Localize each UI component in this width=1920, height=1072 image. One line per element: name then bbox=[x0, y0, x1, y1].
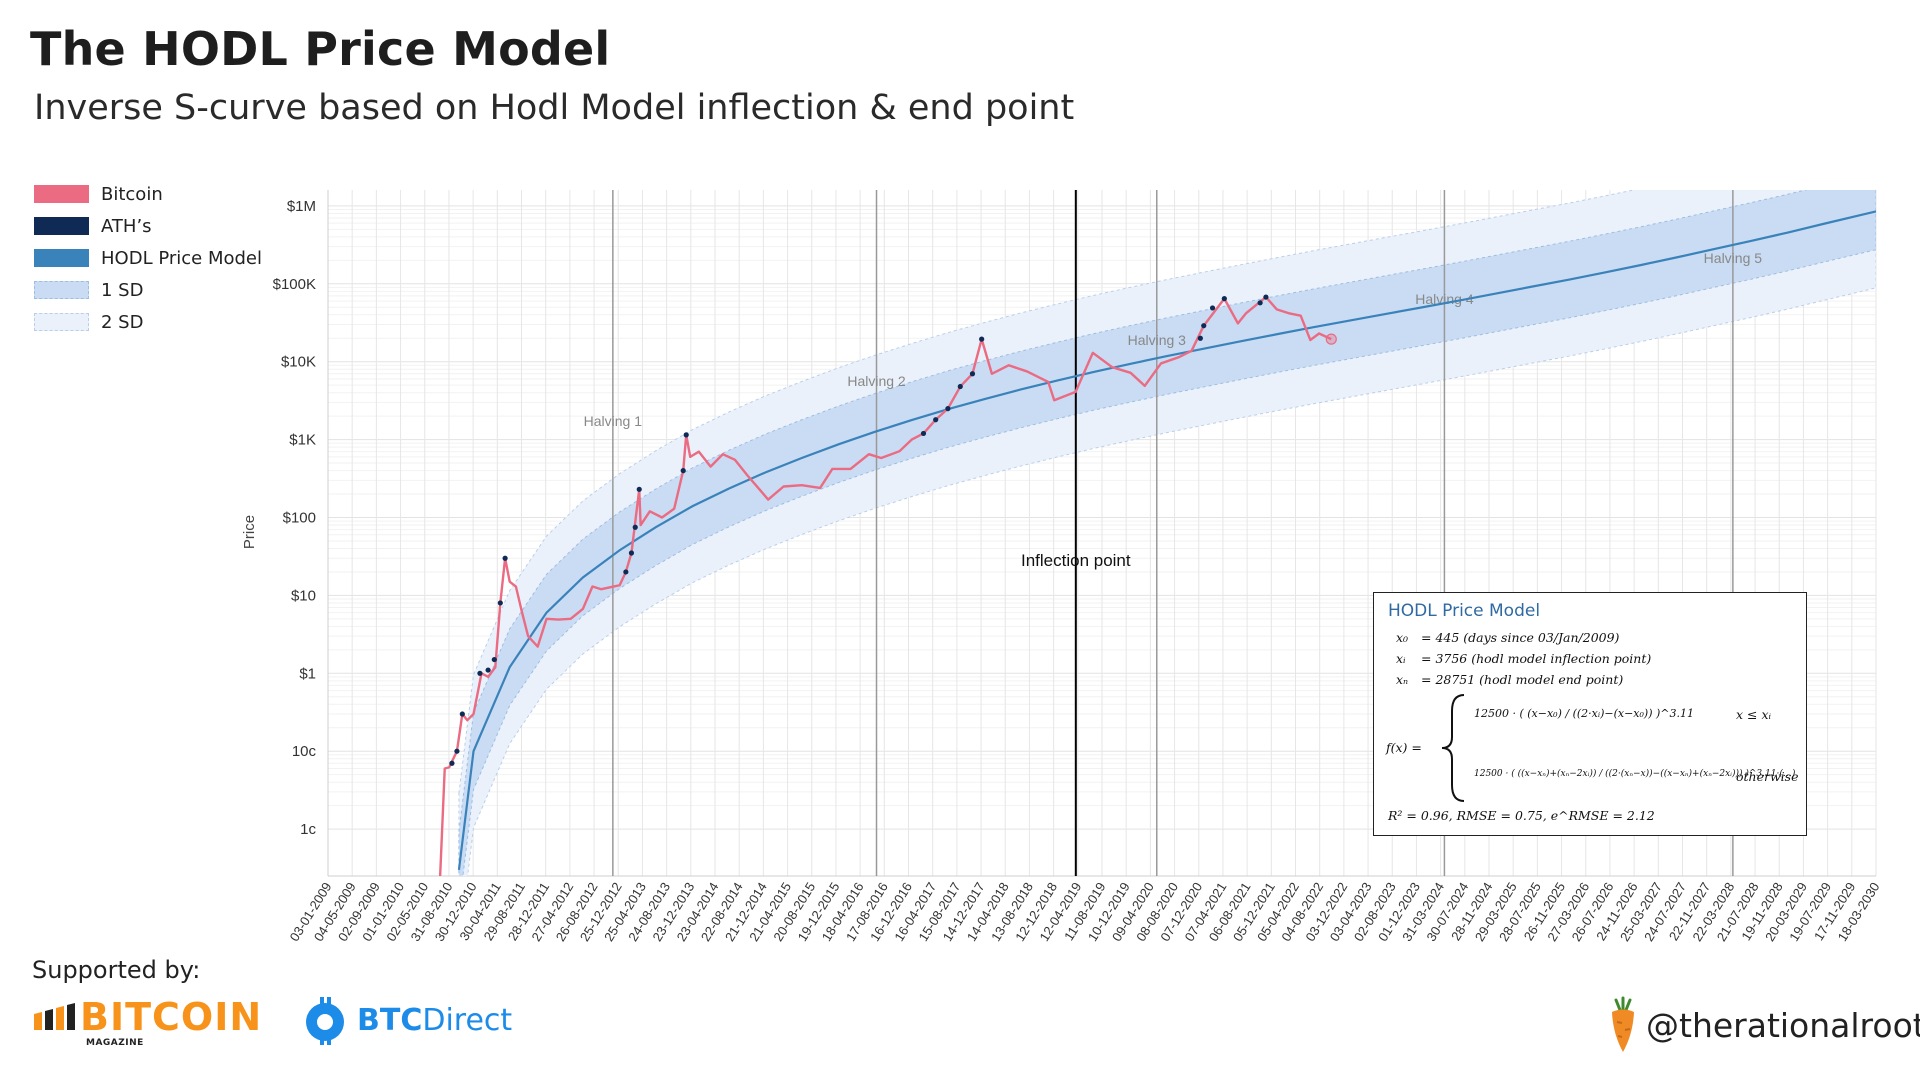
btcdirect-word-direct: Direct bbox=[422, 1002, 513, 1038]
legend-item-2sd[interactable]: 2 SD bbox=[34, 306, 262, 338]
ath-point bbox=[636, 486, 642, 492]
ath-point bbox=[1221, 296, 1227, 302]
ath-point bbox=[969, 371, 976, 377]
y-tick-label: $1 bbox=[299, 665, 316, 682]
y-tick-label: $10K bbox=[281, 354, 316, 371]
ath-point bbox=[485, 667, 491, 673]
ath-point bbox=[683, 432, 689, 438]
ath-point bbox=[623, 569, 629, 575]
halving-label: Halving 2 bbox=[847, 373, 906, 389]
ath-point bbox=[449, 760, 455, 766]
legend-label-ath: ATH’s bbox=[101, 215, 152, 237]
ath-point bbox=[632, 524, 638, 530]
ath-point bbox=[459, 711, 465, 717]
supported-by-label: Supported by: bbox=[32, 956, 201, 984]
y-tick-label: 1c bbox=[300, 821, 316, 838]
page-title: The HODL Price Model bbox=[30, 22, 611, 76]
ath-point bbox=[628, 550, 635, 556]
ath-point bbox=[477, 670, 483, 676]
page-subtitle: Inverse S-curve based on Hodl Model infl… bbox=[34, 88, 1075, 128]
sd2-band bbox=[458, 190, 1876, 876]
legend-label-2sd: 2 SD bbox=[101, 311, 144, 333]
ath-point bbox=[502, 555, 508, 561]
ath-point bbox=[680, 467, 686, 474]
ath-point bbox=[1209, 305, 1216, 311]
carrot-icon bbox=[1612, 996, 1634, 1052]
btcdirect-logo[interactable]: BTCDirect bbox=[303, 995, 512, 1045]
btcdirect-icon bbox=[306, 997, 344, 1045]
halving-label: Halving 3 bbox=[1128, 332, 1187, 348]
legend-swatch-ath bbox=[34, 217, 89, 235]
bitcoin-magazine-sub: MAGAZINE bbox=[86, 1038, 144, 1048]
y-tick-label: $1M bbox=[287, 198, 316, 215]
bitcoin-magazine-wordmark: BITCOIN bbox=[80, 995, 263, 1039]
ath-point bbox=[920, 430, 927, 437]
legend-swatch-2sd bbox=[34, 313, 89, 331]
ath-point bbox=[491, 656, 497, 663]
bitcoin-magazine-logo[interactable]: BITCOIN MAGAZINE bbox=[32, 995, 263, 1048]
legend-swatch-model bbox=[34, 249, 89, 267]
btcdirect-word-btc: BTC bbox=[357, 1002, 423, 1038]
y-tick-label: $10 bbox=[291, 587, 316, 604]
formula-f-label: f(x) = bbox=[1386, 740, 1422, 755]
sd1-band bbox=[458, 190, 1876, 876]
formula-case2: 12500 · ( ((x−xₙ)+(xₙ−2xᵢ)) / ((2·(xₙ−x)… bbox=[1474, 769, 1796, 779]
ath-point bbox=[1257, 300, 1263, 306]
event-lines: Halving 1 Halving 2 Halving 3 Halving 4 Halv… bbox=[584, 190, 1763, 876]
btcdirect-wordmark: BTCDirect bbox=[357, 1003, 512, 1038]
author-handle[interactable]: @therationalroot bbox=[1608, 996, 1920, 1054]
inflection-label: Inflection point bbox=[1021, 551, 1131, 570]
ath-point bbox=[979, 336, 985, 342]
formula-case2-condition: otherwise bbox=[1736, 769, 1799, 784]
chart-legend: Bitcoin ATH’s HODL Price Model 1 SD 2 SD bbox=[34, 178, 262, 338]
x-axis: 03-01-200904-05-200902-09-200901-01-2010… bbox=[287, 880, 1883, 944]
legend-item-1sd[interactable]: 1 SD bbox=[34, 274, 262, 306]
legend-label-model: HODL Price Model bbox=[101, 247, 262, 269]
formula-case1-condition: x ≤ xᵢ bbox=[1736, 707, 1772, 722]
y-axis: 1c 10c $1 $10 $100 $1K $10K $100K $1M bbox=[273, 198, 317, 838]
ath-point bbox=[1263, 294, 1269, 300]
formula-stats: R² = 0.96, RMSE = 0.75, e^RMSE = 2.12 bbox=[1388, 808, 1655, 823]
formula-xi-symbol: xᵢ bbox=[1396, 651, 1406, 666]
ath-point bbox=[454, 748, 460, 754]
ath-point bbox=[945, 406, 951, 412]
author-handle-text: @therationalroot bbox=[1646, 1005, 1920, 1045]
ath-point bbox=[497, 600, 503, 606]
legend-item-ath[interactable]: ATH’s bbox=[34, 210, 262, 242]
y-tick-label: $100 bbox=[283, 510, 316, 527]
legend-swatch-1sd bbox=[34, 281, 89, 299]
series-layer bbox=[438, 210, 1876, 876]
formula-x0: = 445 (days since 03/Jan/2009) bbox=[1421, 630, 1620, 645]
model-line bbox=[457, 210, 1876, 870]
formula-case1: 12500 · ( (x−x₀) / ((2·xᵢ)−(x−x₀)) )^3.1… bbox=[1474, 707, 1694, 720]
legend-label-bitcoin: Bitcoin bbox=[101, 183, 163, 205]
bitcoin-price-line bbox=[438, 295, 1332, 876]
current-price-marker bbox=[1325, 333, 1337, 345]
bitcoin-magazine-icon bbox=[34, 1003, 75, 1030]
formula-xn: = 28751 (hodl model end point) bbox=[1421, 672, 1624, 687]
legend-label-1sd: 1 SD bbox=[101, 279, 144, 301]
formula-xn-symbol: xₙ bbox=[1396, 672, 1409, 687]
y-axis-label: Price bbox=[241, 515, 258, 549]
legend-item-model[interactable]: HODL Price Model bbox=[34, 242, 262, 274]
ath-point bbox=[933, 417, 939, 423]
halving-label: Halving 5 bbox=[1704, 250, 1763, 266]
ath-point bbox=[957, 383, 963, 390]
halving-label: Halving 1 bbox=[584, 413, 643, 429]
formula-x0-symbol: x₀ bbox=[1396, 630, 1409, 645]
y-tick-label: $100K bbox=[273, 276, 316, 293]
formula-title: HODL Price Model bbox=[1388, 601, 1541, 621]
sd-bands bbox=[458, 190, 1876, 876]
legend-swatch-bitcoin bbox=[34, 185, 89, 203]
legend-item-bitcoin[interactable]: Bitcoin bbox=[34, 178, 262, 210]
formula-brace bbox=[1441, 694, 1465, 802]
formula-box: HODL Price Model x₀ = 445 (days since 03… bbox=[1373, 592, 1807, 836]
ath-point bbox=[1197, 335, 1203, 341]
y-tick-label: $1K bbox=[289, 432, 316, 449]
formula-xi: = 3756 (hodl model inflection point) bbox=[1421, 651, 1652, 666]
ath-point bbox=[1201, 323, 1207, 329]
halving-label: Halving 4 bbox=[1415, 291, 1474, 307]
y-tick-label: 10c bbox=[292, 743, 317, 760]
